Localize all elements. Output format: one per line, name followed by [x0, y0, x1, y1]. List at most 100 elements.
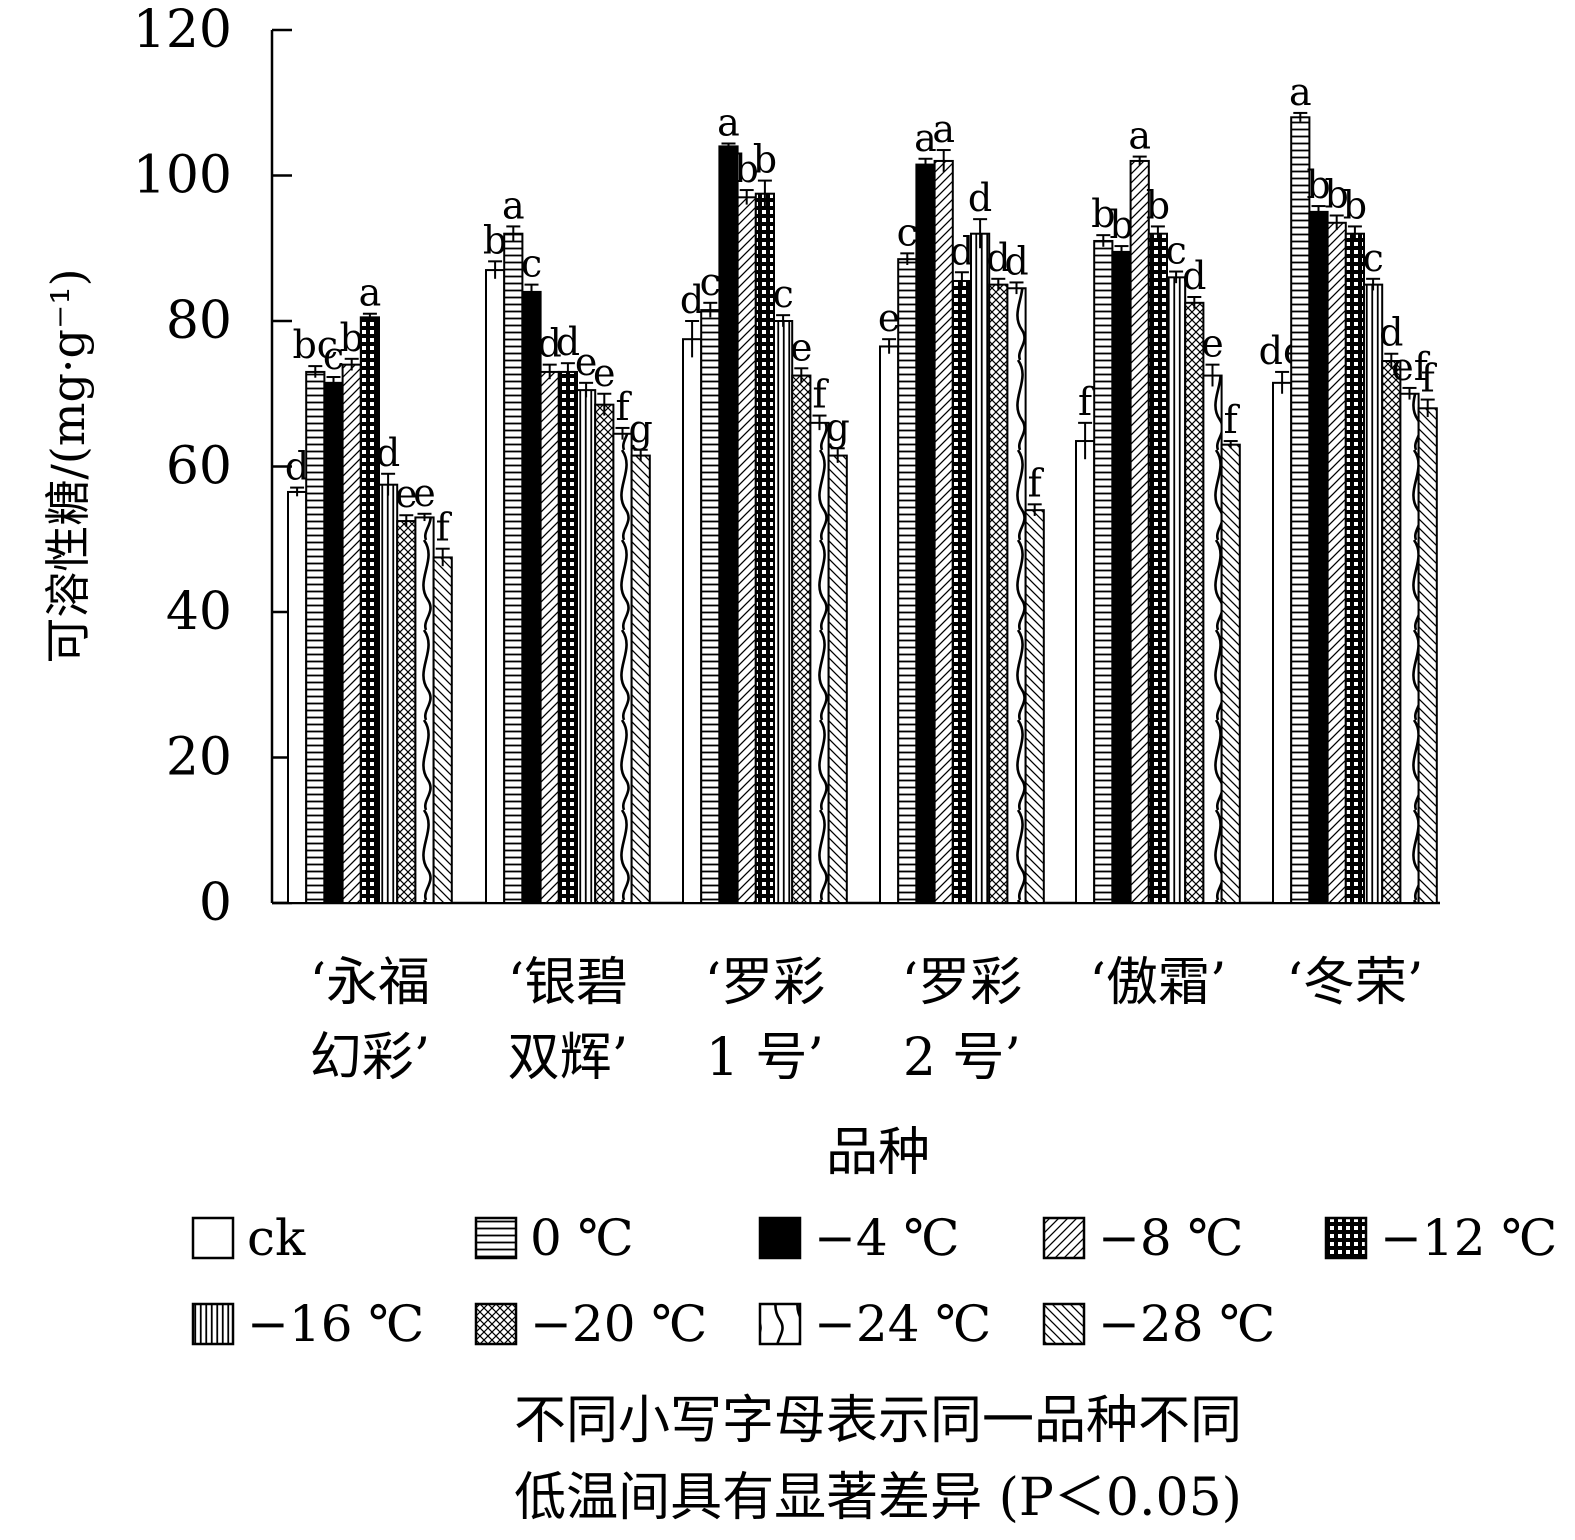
x-tick-label: ‘罗彩: [705, 953, 826, 1013]
x-tick-label: 双辉’: [508, 1028, 629, 1088]
bar: [791, 374, 812, 904]
significance-letter: d: [556, 320, 580, 364]
significance-letter: c: [772, 272, 793, 316]
significance-letter: e: [790, 325, 813, 369]
y-tick-label: 20: [166, 728, 232, 788]
legend-label: −4 ℃: [814, 1209, 960, 1267]
significance-letter: e: [395, 472, 418, 516]
bar: [594, 403, 615, 904]
x-tick-label: ‘永福: [310, 953, 431, 1013]
footnote-line-2: 低温间具有显著差异 (P＜0.05): [514, 1468, 1242, 1528]
significance-letter: g: [826, 405, 850, 449]
y-tick-label: 120: [133, 0, 232, 60]
y-tick-label: 0: [199, 873, 232, 933]
bar: [700, 309, 721, 904]
bar: [1381, 360, 1402, 904]
bar: [1129, 159, 1150, 904]
bar: [341, 363, 362, 904]
legend-label: −28 ℃: [1098, 1295, 1275, 1353]
bar: [879, 345, 900, 904]
x-tick-label: 1 号’: [706, 1028, 824, 1088]
significance-letter: c: [897, 210, 918, 254]
legend-label: −8 ℃: [1098, 1209, 1244, 1267]
legend-swatch: [758, 1216, 802, 1260]
x-tick-label: ‘傲霜’: [1089, 953, 1226, 1013]
bar: [359, 316, 380, 904]
bar: [773, 320, 794, 904]
significance-letter: bc: [292, 323, 338, 367]
bar: [576, 389, 597, 904]
significance-letter: c: [323, 334, 344, 378]
significance-letter: f: [1421, 357, 1438, 401]
bar: [305, 370, 326, 904]
bar: [612, 432, 633, 904]
bar: [736, 196, 757, 904]
significance-letter: a: [359, 271, 382, 315]
legend-label: 0 ℃: [530, 1209, 634, 1267]
significance-letter: c: [1362, 236, 1383, 280]
significance-letter: a: [932, 107, 955, 151]
significance-letter: e: [593, 351, 616, 395]
bar: [970, 232, 991, 904]
significance-letter: f: [615, 385, 632, 429]
x-tick-label: ‘银碧: [508, 953, 629, 1013]
significance-letter: e: [575, 340, 598, 384]
significance-letter: f: [436, 506, 453, 550]
legend-swatch: [474, 1216, 518, 1260]
significance-letter: b: [1146, 183, 1170, 227]
x-tick-label: 2 号’: [903, 1028, 1021, 1088]
bar: [1290, 116, 1311, 905]
bar: [432, 556, 453, 904]
legend-swatch: [474, 1302, 518, 1346]
significance-letter: f: [812, 373, 829, 417]
legend: ck 0 ℃ −4 ℃ −8 ℃ −12 ℃ −16 ℃ −20 ℃ −24 ℃ −28 ℃: [191, 1209, 1557, 1353]
significance-letter: b: [1343, 183, 1367, 227]
bar: [539, 370, 560, 904]
bar: [557, 370, 578, 904]
bar: [1272, 381, 1293, 904]
bar: [1111, 250, 1132, 904]
significance-letter: b: [753, 138, 777, 182]
significance-letter: b: [735, 147, 759, 191]
significance-letter: a: [1128, 114, 1151, 158]
bar: [1147, 232, 1169, 904]
significance-letter: a: [1289, 70, 1312, 114]
bar: [951, 279, 972, 904]
significance-letter: b: [1325, 173, 1349, 217]
bar: [1075, 440, 1096, 904]
legend-swatch: [191, 1216, 235, 1260]
legend-label: −12 ℃: [1380, 1209, 1557, 1267]
legend-swatch: [191, 1302, 235, 1346]
significance-letter: e: [1201, 322, 1224, 366]
bar: [1326, 221, 1347, 905]
bar: [1220, 443, 1241, 904]
y-tick-label: 60: [166, 437, 232, 497]
bar: [754, 192, 775, 904]
significance-letter: d: [538, 322, 562, 366]
significance-letter: f: [1028, 461, 1045, 505]
legend-swatch: [1042, 1302, 1086, 1346]
bar: [1202, 374, 1223, 904]
significance-letter: b: [1306, 163, 1330, 207]
significance-letter: b: [1091, 192, 1115, 236]
bar: [1363, 283, 1384, 904]
bar: [1024, 509, 1045, 904]
bar: [1093, 239, 1114, 905]
legend-swatch: [1042, 1216, 1086, 1260]
bar: [1006, 287, 1027, 904]
bar: [1184, 301, 1205, 904]
significance-letter: f: [1224, 398, 1241, 442]
y-axis-title: 可溶性糖/(mg·g⁻¹): [41, 268, 95, 663]
significance-letter: e: [878, 296, 901, 340]
y-tick-label: 80: [166, 291, 232, 351]
bar: [1166, 276, 1187, 905]
bar: [988, 283, 1009, 904]
significance-letter: d: [1182, 254, 1206, 298]
legend-label: −20 ℃: [530, 1295, 707, 1353]
x-tick-label: ‘冬荣’: [1286, 953, 1423, 1013]
bar: [414, 516, 435, 904]
significance-letter: a: [502, 183, 525, 227]
bar: [1399, 392, 1420, 904]
significance-letter: f: [1078, 380, 1095, 424]
bar: [630, 454, 651, 904]
